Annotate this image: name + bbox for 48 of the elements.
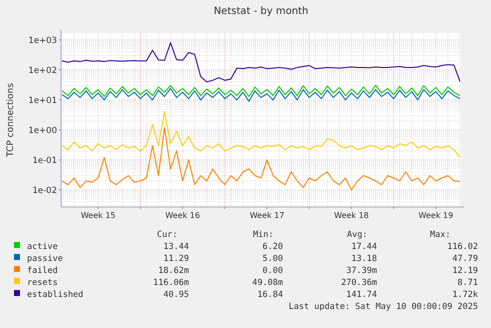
y-tick-label: 1e-02 [32, 186, 57, 196]
x-tick-label: Week 15 [80, 211, 116, 220]
text: 116.06m [153, 278, 189, 288]
y-tick-label: 1e-01 [32, 156, 57, 166]
chart-title: Netstat - by month [214, 6, 308, 17]
text: 47.79 [452, 254, 478, 264]
x-tick-label: Week 16 [165, 211, 200, 220]
text: Cur: [157, 230, 178, 240]
text: 37.39m [346, 266, 377, 276]
y-tick-label: 1e+00 [28, 126, 57, 136]
text: 49.08m [252, 278, 283, 288]
text: Min: [253, 230, 274, 240]
y-tick-label: 1e+03 [28, 36, 57, 46]
text: 13.44 [163, 242, 189, 252]
legend-label: established [27, 290, 84, 300]
y-tick-label: 1e+02 [28, 66, 57, 76]
text: 13.18 [351, 254, 377, 264]
text: 8.71 [458, 278, 478, 288]
text: Avg: [347, 230, 368, 240]
text: Last update: Sat May 10 00:00:09 2025 [288, 302, 478, 312]
text: Max: [430, 230, 450, 240]
x-tick-label: Week 17 [250, 211, 284, 220]
text: 12.19 [452, 266, 478, 276]
text: 116.02 [447, 242, 478, 252]
y-tick-label: 1e+01 [28, 96, 57, 106]
line-series [62, 42, 460, 82]
legend-label: passive [27, 254, 63, 264]
y-axis-title: TCP connections [6, 82, 16, 158]
line-series [62, 111, 460, 158]
text: 11.29 [163, 254, 189, 264]
legend-label: active [27, 242, 58, 252]
text: 0.00 [262, 266, 283, 276]
legend-label: failed [27, 266, 58, 276]
x-tick-label: Week 18 [334, 211, 369, 220]
legend-label: resets [27, 278, 58, 288]
text: 141.74 [346, 290, 377, 300]
text: 1.72k [452, 290, 478, 300]
text: 270.36m [341, 278, 377, 288]
text: 40.95 [163, 290, 189, 300]
line-series [62, 84, 460, 98]
text: 17.44 [351, 242, 377, 252]
line-series [62, 88, 460, 102]
x-tick-label: Week 19 [418, 211, 454, 220]
text: 6.20 [262, 242, 283, 252]
text: 18.62m [158, 266, 189, 276]
text: 5.00 [262, 254, 283, 264]
line-series [62, 127, 460, 190]
text: 16.84 [257, 290, 283, 300]
